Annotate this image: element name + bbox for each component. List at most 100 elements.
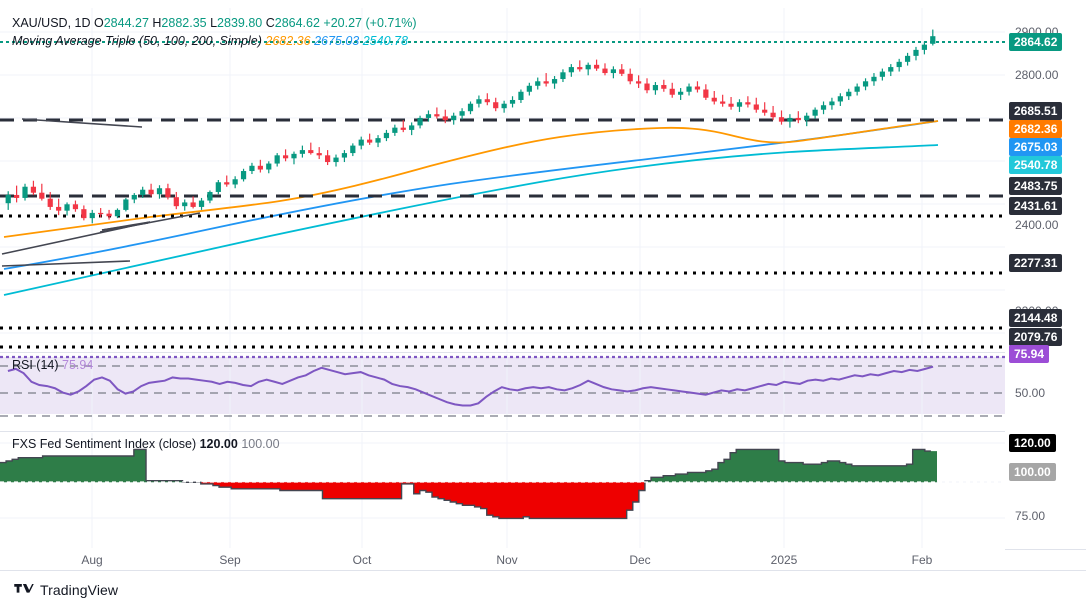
candle-body[interactable]: [930, 36, 936, 44]
candle-body[interactable]: [526, 85, 532, 92]
candle-body[interactable]: [190, 202, 196, 207]
candle-body[interactable]: [198, 200, 205, 207]
candle-body[interactable]: [501, 103, 507, 109]
candle-body[interactable]: [215, 182, 221, 192]
candle-body[interactable]: [820, 105, 827, 110]
price-axis-badge[interactable]: 2540.78: [1009, 156, 1063, 174]
price-axis[interactable]: 2900.002800.002600.002400.002200.0050.00…: [1005, 0, 1086, 570]
price-axis-badge[interactable]: 2277.31: [1009, 254, 1063, 272]
candle-body[interactable]: [266, 163, 272, 170]
candle-body[interactable]: [896, 61, 902, 68]
trendline-group[interactable]: [1, 118, 201, 267]
price-axis-badge[interactable]: 2079.76: [1009, 328, 1063, 346]
candle-body[interactable]: [753, 104, 759, 110]
price-pane[interactable]: [0, 8, 1005, 352]
candle-body[interactable]: [661, 85, 667, 89]
price-axis-badge[interactable]: 2685.51: [1009, 102, 1063, 120]
candle-body[interactable]: [619, 69, 625, 74]
candle-body[interactable]: [367, 139, 373, 143]
candle-body[interactable]: [392, 127, 398, 133]
candle-body[interactable]: [224, 182, 230, 185]
candle-body[interactable]: [862, 81, 869, 87]
candle-body[interactable]: [694, 86, 701, 90]
candle-body[interactable]: [669, 88, 675, 95]
candle-body[interactable]: [778, 117, 785, 122]
candle-body[interactable]: [5, 194, 11, 204]
sentiment-legend-title[interactable]: FXS Fed Sentiment Index (close): [12, 437, 197, 451]
candle-body[interactable]: [678, 91, 684, 95]
candle-body[interactable]: [543, 81, 549, 84]
candle-body[interactable]: [762, 109, 768, 113]
price-axis-badge[interactable]: 2431.61: [1009, 197, 1063, 215]
candle-body[interactable]: [627, 73, 633, 82]
candle-body[interactable]: [837, 96, 843, 102]
candle-body[interactable]: [39, 192, 45, 199]
candle-body[interactable]: [728, 103, 734, 107]
candle-body[interactable]: [257, 165, 263, 170]
candle-body[interactable]: [22, 186, 28, 198]
candle-body[interactable]: [173, 197, 179, 207]
candle-body[interactable]: [745, 102, 751, 105]
candle-body[interactable]: [131, 194, 137, 200]
price-axis-badge[interactable]: 100.00: [1009, 463, 1056, 481]
candle-body[interactable]: [904, 55, 911, 62]
candle-body[interactable]: [829, 101, 835, 106]
sentiment-legend[interactable]: FXS Fed Sentiment Index (close) 120.00 1…: [12, 437, 280, 451]
candle-body[interactable]: [921, 44, 927, 50]
candle-body[interactable]: [451, 115, 457, 121]
rsi-legend-title[interactable]: RSI (14): [12, 358, 59, 372]
candle-body[interactable]: [207, 191, 213, 201]
legend-symbol[interactable]: XAU/USD, 1D: [12, 16, 91, 30]
sentiment-pane[interactable]: [0, 433, 1005, 548]
candle-body[interactable]: [325, 155, 331, 163]
candle-body[interactable]: [341, 153, 348, 158]
candle-body[interactable]: [417, 117, 423, 126]
candle-body[interactable]: [636, 81, 642, 84]
candle-body[interactable]: [72, 204, 79, 210]
candle-body[interactable]: [291, 153, 297, 159]
candle-body[interactable]: [156, 188, 163, 195]
candle-body[interactable]: [282, 155, 289, 159]
ma-legend-title[interactable]: Moving Average Triple (50, 100, 200, Sim…: [12, 34, 262, 48]
candle-body[interactable]: [114, 209, 121, 217]
candle-body[interactable]: [249, 165, 255, 172]
candle-body[interactable]: [652, 85, 659, 91]
candle-body[interactable]: [434, 114, 440, 117]
candle-body[interactable]: [350, 145, 356, 154]
price-axis-badge[interactable]: 2483.75: [1009, 177, 1063, 195]
candle-body[interactable]: [274, 155, 280, 164]
candle-body[interactable]: [98, 212, 104, 215]
candle-body[interactable]: [854, 86, 860, 92]
candle-body[interactable]: [409, 125, 415, 130]
price-axis-badge[interactable]: 120.00: [1009, 434, 1056, 452]
candle-body[interactable]: [358, 139, 364, 146]
candle-body[interactable]: [467, 103, 474, 112]
price-axis-badge[interactable]: 2144.48: [1009, 309, 1063, 327]
candle-body[interactable]: [14, 194, 20, 198]
candle-body[interactable]: [804, 115, 810, 121]
candle-body[interactable]: [703, 89, 709, 98]
ma-legend[interactable]: Moving Average Triple (50, 100, 200, Sim…: [12, 34, 408, 48]
candle-body[interactable]: [518, 91, 524, 100]
time-axis[interactable]: Aug Sep Oct Nov Dec 2025 Feb: [0, 549, 1005, 577]
candle-body[interactable]: [56, 206, 62, 211]
candle-body[interactable]: [812, 109, 818, 116]
price-axis-badge[interactable]: 2682.36: [1009, 120, 1063, 138]
candle-body[interactable]: [89, 212, 95, 219]
candle-body[interactable]: [148, 189, 154, 195]
candle-body[interactable]: [123, 199, 129, 210]
main-legend[interactable]: XAU/USD, 1D O2844.27 H2882.35 L2839.80 C…: [12, 16, 417, 30]
candle-body[interactable]: [333, 157, 339, 163]
candle-body[interactable]: [30, 186, 37, 193]
candle-body[interactable]: [182, 202, 188, 207]
rsi-chart-svg[interactable]: [0, 354, 1005, 430]
candle-body[interactable]: [568, 67, 574, 73]
candle-body[interactable]: [81, 209, 87, 219]
candle-body[interactable]: [476, 99, 482, 104]
candle-body[interactable]: [484, 99, 490, 103]
candle-body[interactable]: [400, 127, 406, 130]
candle-body[interactable]: [459, 111, 465, 116]
candle-body[interactable]: [577, 67, 583, 70]
candle-body[interactable]: [493, 102, 499, 109]
candle-body[interactable]: [47, 198, 53, 207]
